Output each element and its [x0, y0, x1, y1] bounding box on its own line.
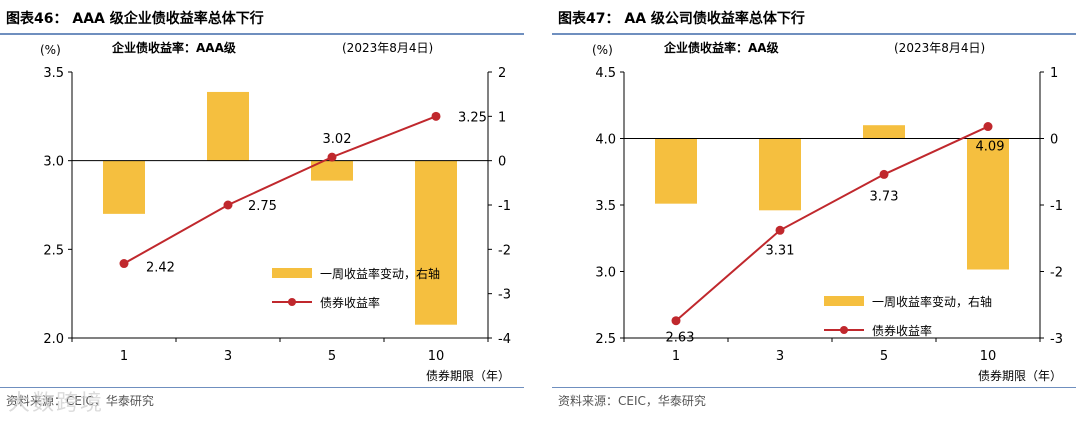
- right-tick-label: -3: [498, 288, 511, 303]
- legend-line-label: 债券收益率: [320, 295, 380, 310]
- right-tick-label: -1: [498, 199, 511, 214]
- x-tick-label: 10: [428, 349, 445, 364]
- right-tick-label: 0: [498, 155, 506, 170]
- x-tick-label: 3: [776, 349, 784, 364]
- bottom-rule: [552, 387, 1076, 388]
- right-tick-label: -3: [1050, 332, 1063, 347]
- yield-data-label: 3.31: [766, 243, 795, 258]
- figure-title: 图表46： AAA 级企业债收益率总体下行: [6, 11, 264, 27]
- chart-46-plot: 企业债收益率：AAA级 (2023年8月4日) (%) 2.0 2.5 3.0 3.5 -4 -…: [40, 40, 511, 383]
- right-tick-label: -2: [498, 243, 511, 258]
- legend-bar-swatch: [824, 296, 864, 306]
- yield-data-label: 4.09: [976, 140, 1005, 155]
- bar-change: [103, 160, 145, 214]
- yield-data-label: 2.75: [248, 199, 277, 214]
- chart-47-plot: 企业债收益率：AA级 (2023年8月4日) (%) 2.5 3.0 3.5 4.0 4.5 -…: [592, 40, 1063, 383]
- yield-line: [675, 125, 989, 322]
- source-note: 资料来源：CEIC，华泰研究: [6, 394, 154, 408]
- bar-change: [311, 160, 353, 181]
- left-tick-label: 3.0: [595, 266, 616, 281]
- bar-change: [967, 138, 1009, 270]
- x-tick-label: 10: [980, 349, 997, 364]
- left-tick-label: 2.5: [595, 332, 616, 347]
- legend-bar-label: 一周收益率变动，右轴: [320, 266, 440, 281]
- right-tick-label: 1: [1050, 66, 1058, 81]
- yield-point: [983, 122, 993, 132]
- left-tick-label: 2.5: [43, 243, 64, 258]
- date-label: (2023年8月4日): [342, 41, 433, 55]
- yield-data-label: 2.42: [146, 261, 175, 276]
- figure-title: 图表47： AA 级公司债收益率总体下行: [558, 11, 805, 27]
- left-tick-label: 4.5: [595, 66, 616, 81]
- right-tick-label: 1: [498, 110, 506, 125]
- left-tick-label: 3.0: [43, 155, 64, 170]
- title-rule: [552, 33, 1076, 35]
- yield-data-label: 3.73: [870, 189, 899, 204]
- yield-point: [119, 259, 129, 269]
- bar-change: [655, 138, 697, 204]
- right-tick-label: -4: [498, 332, 511, 347]
- yield-point: [431, 111, 441, 121]
- legend-bar-swatch: [272, 268, 312, 278]
- right-tick-label: 0: [1050, 133, 1058, 148]
- bottom-rule: [0, 387, 524, 388]
- yield-point: [879, 169, 889, 179]
- inner-title: 企业债收益率：AAA级: [111, 40, 236, 55]
- bar-change: [863, 125, 905, 139]
- x-axis-label: 债券期限（年）: [426, 368, 510, 383]
- x-tick-label: 3: [224, 349, 232, 364]
- legend-line-label: 债券收益率: [872, 323, 932, 338]
- left-axis-unit: (%): [40, 43, 61, 57]
- right-tick-label: 2: [498, 66, 506, 81]
- bar-change: [207, 91, 249, 161]
- bar-change: [759, 138, 801, 211]
- chart-panel-46: 图表46： AAA 级企业债收益率总体下行 企业债收益率：AAA级 (2023年8…: [0, 0, 528, 424]
- x-tick-label: 5: [328, 349, 336, 364]
- left-axis-unit: (%): [592, 43, 613, 57]
- yield-point: [775, 225, 785, 235]
- x-tick-label: 1: [120, 349, 128, 364]
- chart-panel-47: 图表47： AA 级公司债收益率总体下行 企业债收益率：AA级 (2023年8月4…: [552, 0, 1080, 424]
- yield-line: [123, 115, 437, 265]
- x-tick-label: 1: [672, 349, 680, 364]
- x-tick-label: 5: [880, 349, 888, 364]
- legend-line-marker: [288, 298, 296, 306]
- legend-line-marker: [840, 326, 848, 334]
- yield-data-label: 3.02: [323, 132, 352, 147]
- yield-point: [223, 200, 233, 210]
- inner-title: 企业债收益率：AA级: [663, 40, 779, 55]
- left-tick-label: 2.0: [43, 332, 64, 347]
- right-tick-label: -2: [1050, 266, 1063, 281]
- left-tick-label: 3.5: [43, 66, 64, 81]
- date-label: (2023年8月4日): [894, 41, 985, 55]
- legend-bar-label: 一周收益率变动，右轴: [872, 294, 992, 309]
- yield-data-label: 3.25: [458, 110, 487, 125]
- left-tick-label: 4.0: [595, 133, 616, 148]
- right-tick-label: -1: [1050, 199, 1063, 214]
- yield-data-label: 2.63: [666, 331, 695, 346]
- yield-point: [671, 316, 681, 326]
- title-rule: [0, 33, 524, 35]
- watermark: 大数跨境: [8, 391, 105, 416]
- x-axis-label: 债券期限（年）: [978, 368, 1062, 383]
- bar-change: [415, 160, 457, 325]
- yield-point: [327, 152, 337, 162]
- left-tick-label: 3.5: [595, 199, 616, 214]
- source-note: 资料来源：CEIC，华泰研究: [558, 394, 706, 408]
